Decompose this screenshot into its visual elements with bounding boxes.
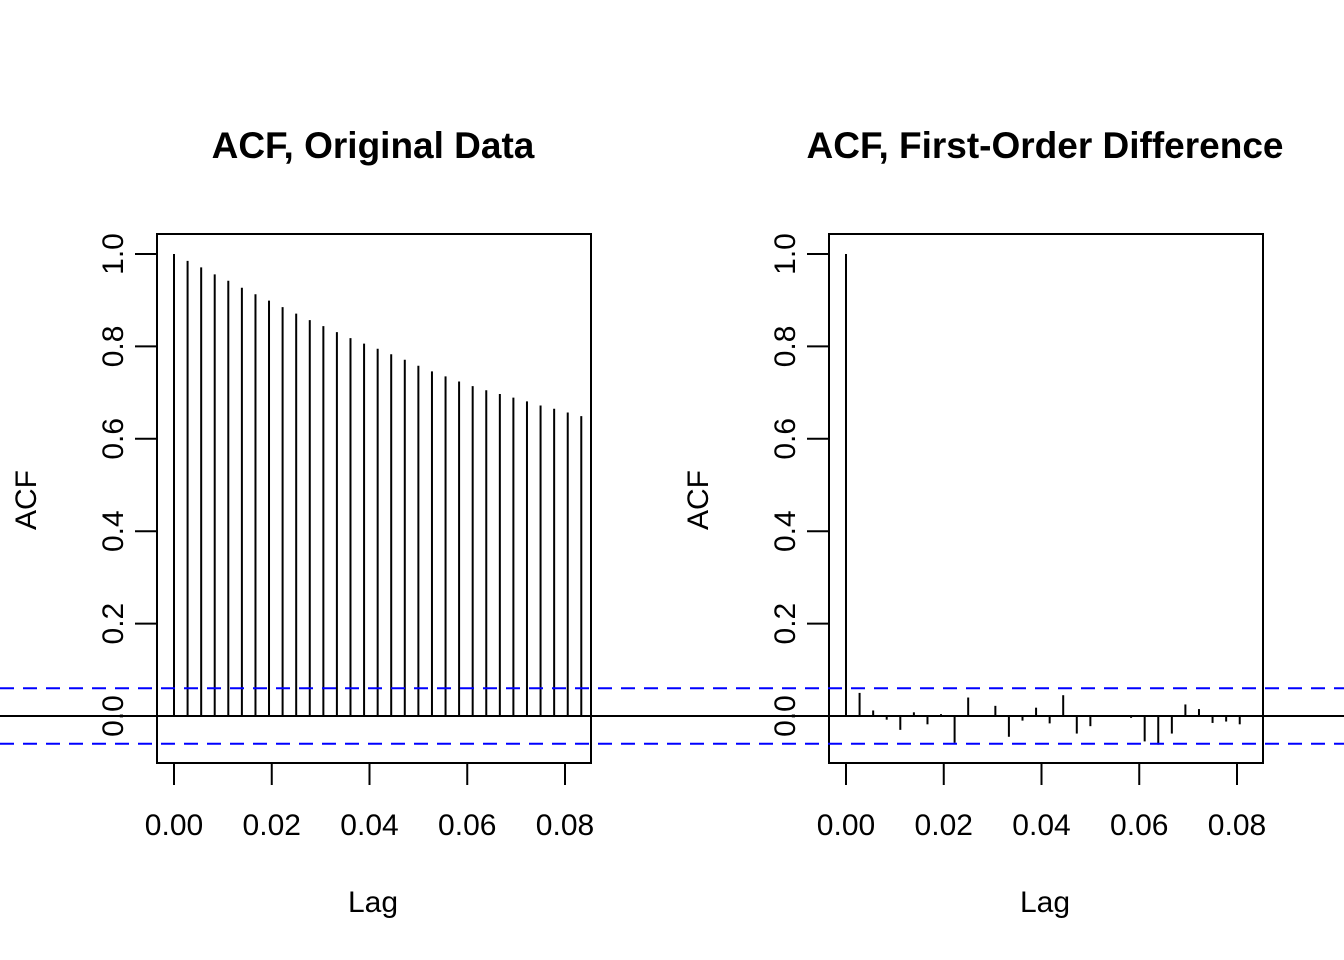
y-tick-label: 1.0 <box>769 233 802 275</box>
y-tick-label: 0.6 <box>97 418 130 460</box>
reference-lines <box>0 687 1344 745</box>
acf-difference-panel: ACF, First-Order Difference 0.00 0.02 0.04… <box>682 125 1284 919</box>
y-tick-label: 1.0 <box>97 233 130 275</box>
x-tick-label: 0.06 <box>1110 809 1168 842</box>
x-tick-label: 0.06 <box>438 809 496 842</box>
x-axis: 0.00 0.02 0.04 0.06 0.08 <box>817 762 1266 842</box>
x-tick-label: 0.00 <box>145 809 203 842</box>
x-tick-label: 0.02 <box>243 809 301 842</box>
x-tick-label: 0.00 <box>817 809 875 842</box>
plot-frame <box>156 233 592 764</box>
x-tick-label: 0.04 <box>340 809 398 842</box>
chart-title: ACF, Original Data <box>212 125 535 166</box>
x-tick-label: 0.08 <box>1208 809 1266 842</box>
y-axis-label: ACF <box>682 470 715 530</box>
acf-original-panel: ACF, Original Data 0.00 0.02 0.04 0.06 0.08 … <box>10 125 594 919</box>
y-axis-label: ACF <box>10 470 43 530</box>
x-axis-label: Lag <box>1020 886 1070 919</box>
y-tick-label: 0.8 <box>97 326 130 368</box>
x-tick-label: 0.02 <box>915 809 973 842</box>
x-tick-label: 0.04 <box>1012 809 1070 842</box>
y-axis: 0.00.20.40.60.81.0 <box>769 233 830 737</box>
y-tick-label: 0.4 <box>97 510 130 552</box>
y-tick-label: 0.8 <box>769 326 802 368</box>
chart-title: ACF, First-Order Difference <box>807 125 1284 166</box>
y-tick-label: 0.2 <box>97 603 130 645</box>
plot-frame <box>828 233 1264 764</box>
y-axis: 0.00.20.40.60.81.0 <box>97 233 158 737</box>
y-tick-label: 0.6 <box>769 418 802 460</box>
y-tick-label: 0.2 <box>769 603 802 645</box>
x-axis: 0.00 0.02 0.04 0.06 0.08 <box>145 762 594 842</box>
x-tick-label: 0.08 <box>536 809 594 842</box>
y-tick-label: 0.4 <box>769 510 802 552</box>
acf-bars <box>845 254 1241 745</box>
acf-bars <box>173 254 583 716</box>
x-axis-label: Lag <box>348 886 398 919</box>
